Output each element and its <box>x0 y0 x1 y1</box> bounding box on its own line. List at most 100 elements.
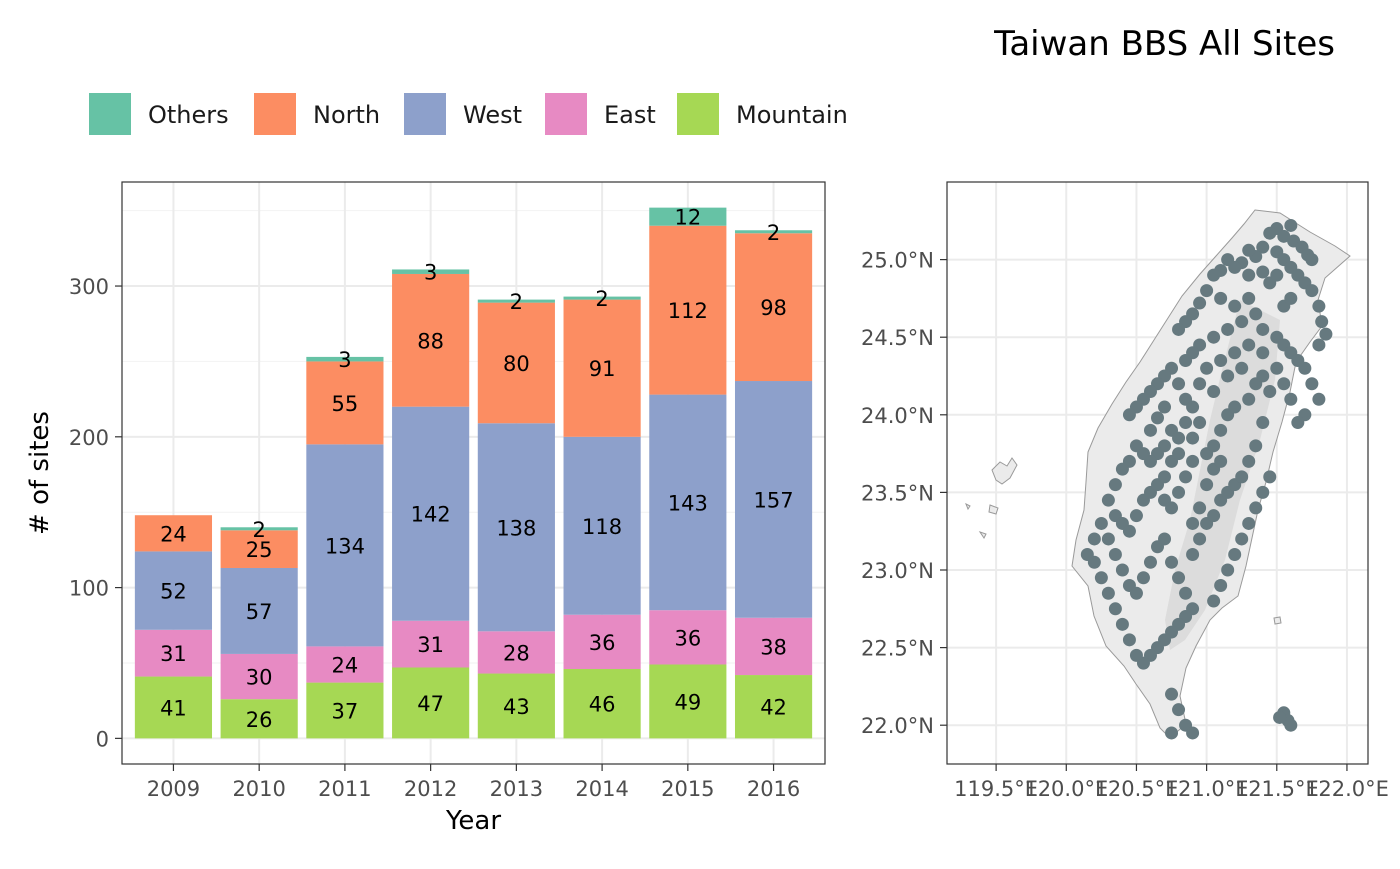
y-tick-label: 0 <box>96 727 109 751</box>
site-point <box>1129 648 1143 662</box>
data-label-north-2016: 98 <box>760 296 787 320</box>
site-point <box>1115 563 1129 577</box>
data-label-north-2015: 112 <box>668 299 708 323</box>
bar-mountain-2015 <box>649 664 727 739</box>
site-points <box>1080 218 1333 740</box>
site-point <box>1305 253 1319 267</box>
site-point <box>1158 470 1172 484</box>
data-label-mountain-2009: 41 <box>160 696 187 720</box>
data-label-mountain-2016: 42 <box>760 696 787 720</box>
bar-east-2011 <box>306 646 384 683</box>
legend-swatch-west <box>404 93 446 135</box>
site-point <box>1207 594 1221 608</box>
bar-mountain-2014 <box>563 669 641 739</box>
site-point <box>1186 454 1200 468</box>
bar-west-2013 <box>477 423 555 632</box>
site-point <box>1221 369 1235 383</box>
site-point <box>1165 726 1179 740</box>
site-point <box>1273 710 1287 724</box>
bar-others-2014 <box>563 296 641 300</box>
map-plot-border <box>946 181 1369 765</box>
x-tick-label: 2009 <box>147 777 200 801</box>
data-label-north-2014: 91 <box>589 357 616 381</box>
legend-swatch-north <box>254 93 296 135</box>
site-point <box>1235 315 1249 329</box>
site-point <box>1101 532 1115 546</box>
data-label-mountain-2011: 37 <box>332 699 359 723</box>
site-point <box>1214 353 1228 367</box>
site-point <box>1235 361 1249 375</box>
map-y-tick-label: 22.0°N <box>861 714 934 738</box>
site-point <box>1200 361 1214 375</box>
legend: Others North West East Mountain <box>89 93 848 135</box>
legend-label-north: North <box>313 101 380 129</box>
data-label-west-2009: 52 <box>160 580 187 604</box>
site-point <box>1242 268 1256 282</box>
data-label-others-2010: 2 <box>252 518 265 542</box>
bar-west-2011 <box>306 444 384 647</box>
site-point <box>1298 361 1312 375</box>
bar-mountain-2016 <box>734 675 813 739</box>
bar-axes: 0 100 200 300 2009 2010 2011 2012 2013 2014 2015 20… <box>69 275 800 801</box>
site-point <box>1122 408 1136 422</box>
site-point <box>1242 338 1256 352</box>
legend-swatch-mountain <box>677 93 719 135</box>
site-point <box>1193 377 1207 391</box>
site-point <box>1172 703 1186 717</box>
data-label-others-2011: 3 <box>338 348 351 372</box>
bar-north-2016 <box>734 233 813 382</box>
site-point <box>1235 532 1249 546</box>
site-point <box>1249 501 1263 515</box>
site-point <box>1193 296 1207 310</box>
data-label-mountain-2010: 26 <box>246 708 273 732</box>
map-x-tick-label: 122.0°E <box>1305 777 1389 801</box>
site-point <box>1179 586 1193 600</box>
penghu-islands-outline <box>965 457 1018 539</box>
site-point <box>1172 571 1186 585</box>
site-point <box>1256 369 1270 383</box>
site-point <box>1270 268 1284 282</box>
data-label-others-2014: 2 <box>595 287 608 311</box>
site-point <box>1158 400 1172 414</box>
data-label-others-2013: 2 <box>510 290 523 314</box>
bar-mountain-2013 <box>477 673 555 739</box>
map-y-tick-label: 24.0°N <box>861 404 934 428</box>
bar-others-2010 <box>220 527 298 531</box>
map-x-tick-label: 119.5°E <box>954 777 1038 801</box>
data-label-east-2015: 36 <box>674 626 701 650</box>
site-point <box>1165 501 1179 515</box>
site-point <box>1305 377 1319 391</box>
site-point <box>1312 392 1326 406</box>
bar-east-2012 <box>392 620 470 668</box>
data-label-mountain-2015: 49 <box>674 690 701 714</box>
site-point <box>1270 361 1284 375</box>
site-point <box>1256 416 1270 430</box>
bar-west-2012 <box>392 406 470 621</box>
site-point <box>1186 516 1200 530</box>
data-label-west-2013: 138 <box>496 516 536 540</box>
site-point <box>1214 423 1228 437</box>
site-point <box>1080 547 1094 561</box>
data-label-north-2011: 55 <box>332 392 359 416</box>
data-label-west-2014: 118 <box>582 515 622 539</box>
site-point <box>1256 240 1270 254</box>
bar-mountain-2011 <box>306 682 384 739</box>
site-point <box>1263 226 1277 240</box>
site-point <box>1200 478 1214 492</box>
data-label-others-2015: 12 <box>674 206 701 230</box>
bar-north-2014 <box>563 299 641 437</box>
site-point <box>1228 299 1242 313</box>
x-tick-label: 2016 <box>747 777 800 801</box>
site-point <box>1108 547 1122 561</box>
x-tick-label: 2014 <box>575 777 628 801</box>
site-point <box>1179 470 1193 484</box>
site-point <box>1263 470 1277 484</box>
site-point <box>1193 501 1207 515</box>
bar-east-2016 <box>734 617 813 676</box>
site-point <box>1101 586 1115 600</box>
site-point <box>1158 532 1172 546</box>
bar-north-2010 <box>220 530 298 568</box>
site-point <box>1214 454 1228 468</box>
site-point <box>1242 291 1256 305</box>
